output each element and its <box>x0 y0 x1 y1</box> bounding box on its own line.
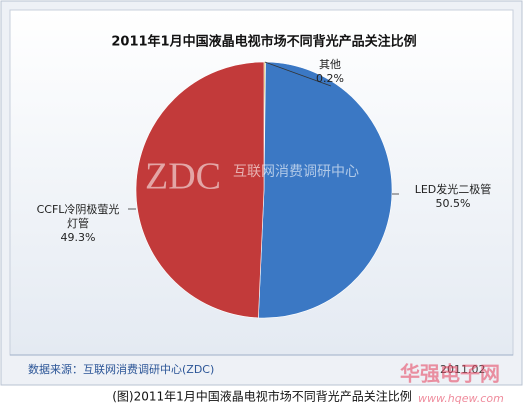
site-url: www.hqew.com <box>418 392 504 405</box>
site-name: 华强电子网 <box>400 362 500 386</box>
label-value: 0.2% <box>316 72 344 85</box>
watermark-logo: ZDC <box>145 156 221 198</box>
data-label: CCFL冷阴极萤光灯管 49.3% <box>22 203 134 245</box>
leader-line <box>264 61 332 87</box>
data-label: LED发光二极管 50.5% <box>398 183 508 211</box>
label-name: LED发光二极管 <box>414 183 492 196</box>
slice <box>258 61 393 319</box>
pie <box>135 61 393 319</box>
label-name: CCFL冷阴极萤光灯管 <box>36 203 120 230</box>
label-value: 50.5% <box>435 197 471 210</box>
data-label: 其他 0.2% <box>300 58 360 86</box>
date: 2011.02 <box>440 363 486 376</box>
chart-title: 2011年1月中国液晶电视市场不同背光产品关注比例 <box>111 34 416 50</box>
label-value: 49.3% <box>60 231 96 244</box>
slice <box>135 61 265 319</box>
label-name: 其他 <box>319 58 341 71</box>
caption: (图)2011年1月中国液晶电视市场不同背光产品关注比例 <box>112 389 412 404</box>
watermark-text: 互联网消费调研中心 <box>233 164 359 180</box>
source: 数据来源：互联网消费调研中心(ZDC) <box>28 362 214 376</box>
